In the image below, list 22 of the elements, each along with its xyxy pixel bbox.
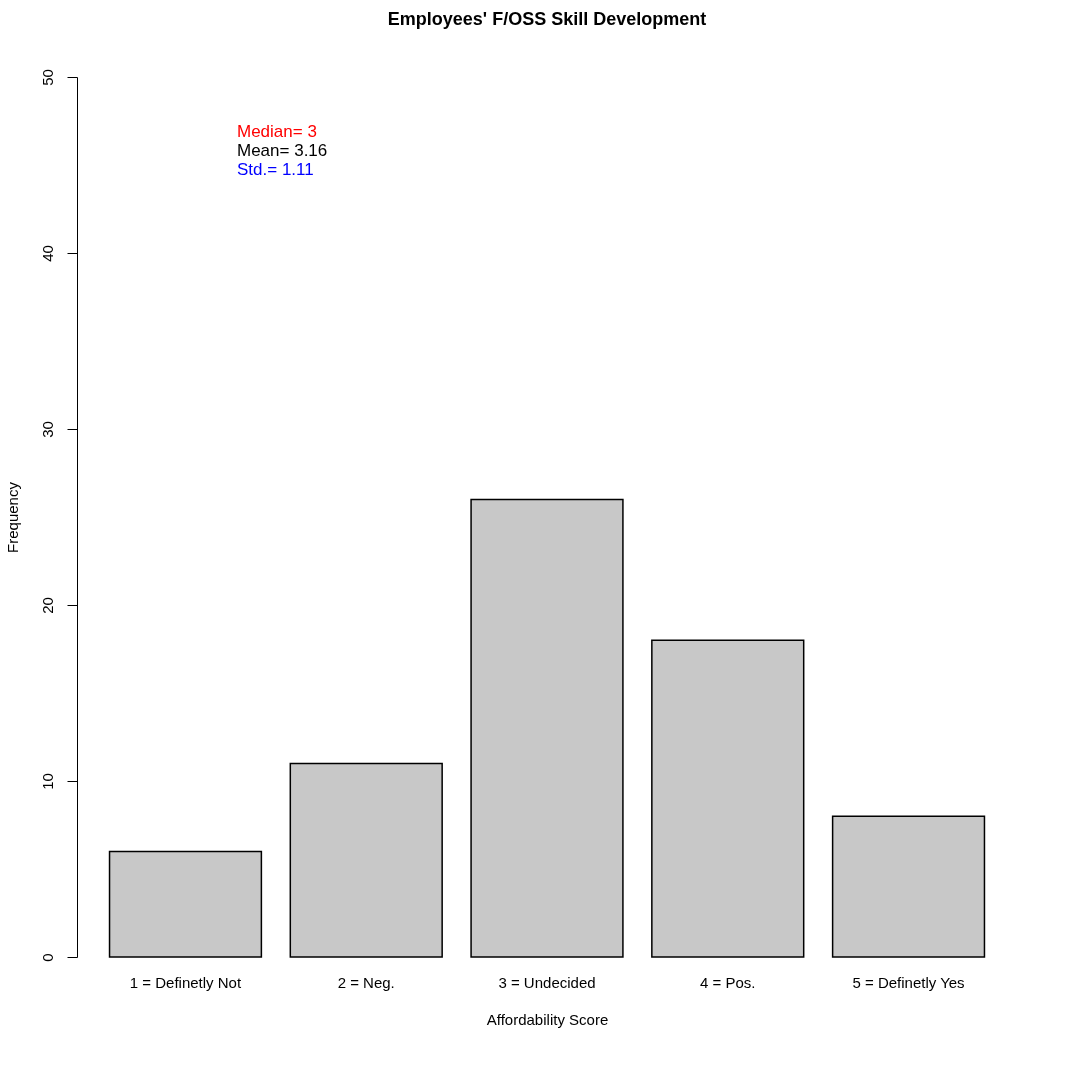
x-tick-label: 3 = Undecided [498, 973, 596, 991]
y-tick-label: 20 [38, 597, 56, 614]
x-tick-label: 5 = Definetly Yes [852, 973, 965, 991]
y-tick-label: 40 [38, 245, 56, 262]
y-tick-label: 30 [38, 421, 56, 438]
bar [470, 498, 624, 958]
y-tick-label: 10 [38, 773, 56, 790]
x-tick-label: 1 = Definetly Not [129, 973, 242, 991]
annotation: Mean= 3.16 [237, 141, 328, 160]
y-tick-label: 50 [38, 69, 56, 86]
annotation: Median= 3 [237, 121, 317, 141]
chart-title: Employees' F/OSS Skill Development [387, 8, 707, 29]
annotation: Std.= 1.11 [237, 160, 314, 180]
y-axis-title: Frequency [3, 481, 21, 553]
y-tick-label: 0 [38, 953, 56, 962]
bar [651, 639, 805, 958]
bar [108, 850, 263, 958]
bar [831, 815, 986, 958]
x-tick-label: 2 = Neg. [337, 973, 395, 991]
bar [289, 762, 443, 958]
x-axis-title: Affordability Score [486, 1010, 609, 1028]
x-tick-label: 4 = Pos. [700, 973, 756, 991]
